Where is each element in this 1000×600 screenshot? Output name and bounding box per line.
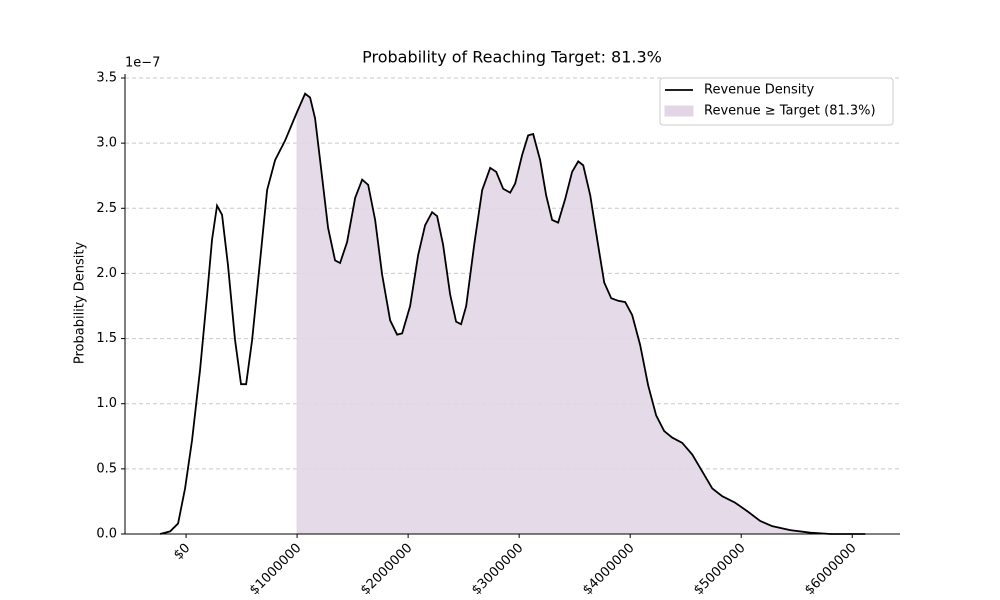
y-tick-label: 3.5 (96, 71, 117, 86)
target-area (296, 92, 866, 535)
y-tick-label: 1.5 (96, 331, 117, 346)
density-line (159, 92, 866, 535)
x-tick-label: $6000000 (802, 541, 859, 598)
x-tick-label: $1000000 (247, 541, 304, 598)
chart-title: Probability of Reaching Target: 81.3% (362, 48, 662, 67)
y-tick-label: 0.0 (96, 527, 117, 542)
y-tick-label: 2.0 (96, 266, 117, 281)
legend-label: Revenue ≥ Target (81.3%) (704, 104, 876, 119)
x-tick-label: $5000000 (691, 541, 748, 598)
y-axis-label: Probability Density (73, 242, 88, 365)
x-tick-label: $2000000 (358, 541, 415, 598)
x-tick-label: $0 (171, 541, 193, 563)
legend-fill-swatch (664, 105, 694, 117)
x-tick-label: $3000000 (469, 541, 526, 598)
legend-label: Revenue Density (704, 83, 814, 98)
y-tick-label: 3.0 (96, 136, 117, 151)
y-tick-label: 2.5 (96, 201, 117, 216)
y-tick-label: 1.0 (96, 396, 117, 411)
y-tick-label: 0.5 (96, 461, 117, 476)
legend-box (659, 77, 894, 126)
y-offset-label: 1e−7 (125, 56, 160, 71)
x-tick-label: $4000000 (580, 541, 637, 598)
